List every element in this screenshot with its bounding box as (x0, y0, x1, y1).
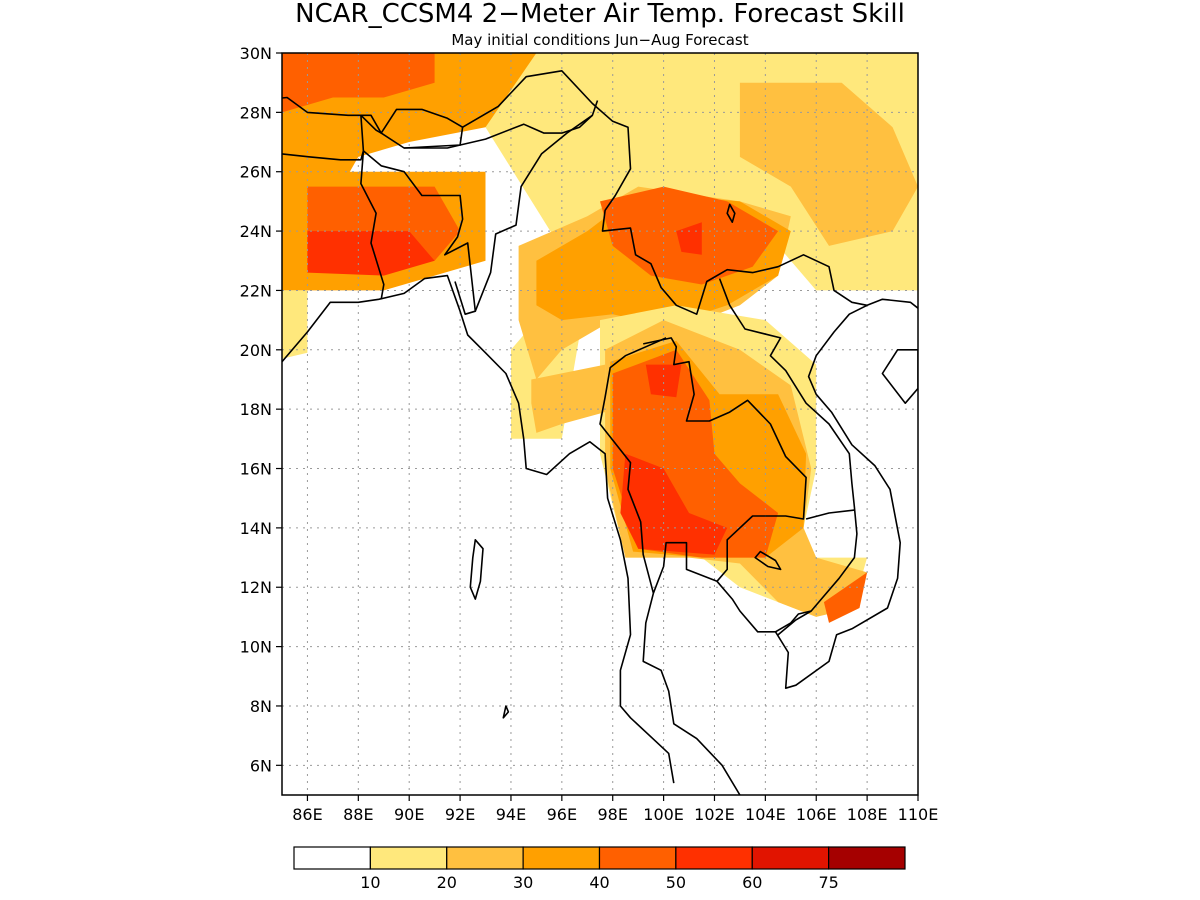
lon-tick-label: 90E (394, 805, 424, 824)
lon-tick-label: 92E (445, 805, 475, 824)
lon-tick-label: 88E (343, 805, 373, 824)
colorbar-swatch (751, 846, 830, 870)
andaman-islands (469, 538, 484, 600)
bangladesh-west (360, 150, 385, 300)
lat-tick-label: 28N (240, 103, 272, 122)
hainan (881, 348, 918, 405)
lon-tick-label: 108E (847, 805, 888, 824)
lat-tick-label: 18N (240, 400, 272, 419)
myanmar-thailand-laos (643, 337, 807, 582)
skill-region-level-5 (620, 453, 728, 555)
lon-tick-label: 102E (694, 805, 735, 824)
lat-tick-label: 16N (240, 460, 272, 479)
colorbar-label: 30 (513, 873, 533, 892)
skill-shading-layer (282, 53, 918, 623)
skill-region-level-2 (531, 364, 606, 433)
colorbar-swatch (828, 846, 906, 870)
lat-lon-gridlines (282, 53, 918, 795)
skill-region-level-1 (282, 290, 308, 359)
india-coast-bay (282, 274, 675, 784)
colorbar-swatch (522, 846, 601, 870)
sw-china-lake (726, 203, 736, 223)
bangladesh-border (362, 150, 477, 316)
nicobar (502, 705, 510, 719)
lat-tick-label: 6N (250, 756, 272, 775)
lon-tick-label: 94E (496, 805, 526, 824)
laos-cambodia (805, 509, 855, 520)
skill-region-level-2 (739, 82, 918, 246)
longitude-axis: 86E 88E 90E 92E 94E 96E 98E 100E 102E 104E 106E 108… (292, 795, 938, 824)
skill-region-level-5 (307, 231, 435, 276)
lat-tick-label: 24N (240, 222, 272, 241)
colorbar-label: 75 (818, 873, 838, 892)
lat-tick-label: 10N (240, 638, 272, 657)
myanmar-thailand-west (599, 337, 667, 594)
lat-tick-label: 30N (240, 44, 272, 63)
lon-tick-label: 96E (547, 805, 577, 824)
figure-title: NCAR_CCSM4 2−Meter Air Temp. Forecast Sk… (295, 0, 905, 29)
lon-tick-label: 104E (745, 805, 786, 824)
map-frame (281, 52, 919, 796)
lat-tick-label: 22N (240, 281, 272, 300)
lon-tick-label: 100E (643, 805, 684, 824)
cambodia-vietnam-south (777, 610, 812, 636)
lat-tick-label: 8N (250, 697, 272, 716)
skill-region-level-5 (676, 222, 702, 255)
colorbar-label: 50 (666, 873, 686, 892)
china-border (282, 70, 868, 316)
lon-tick-label: 110E (898, 805, 939, 824)
gulf-of-thailand-coast (642, 298, 918, 795)
myanmar-india-border (474, 100, 599, 312)
lon-tick-label: 98E (597, 805, 627, 824)
colorbar-label: 60 (742, 873, 762, 892)
lon-tick-label: 86E (292, 805, 322, 824)
lat-tick-label: 26N (240, 163, 272, 182)
colorbar-legend: 10 20 30 40 50 60 75 (293, 846, 906, 892)
colorbar-swatch (369, 846, 448, 870)
colorbar-swatch (293, 846, 371, 870)
latitude-axis: 6N 8N 10N 12N 14N 16N 18N 20N 22N 24N 26N 28N 30N (240, 44, 282, 775)
lat-tick-label: 12N (240, 578, 272, 597)
skill-region-level-5 (645, 364, 682, 398)
nepal-border (282, 115, 365, 161)
skill-region-level-4 (823, 572, 868, 623)
lat-tick-label: 14N (240, 519, 272, 538)
colorbar-swatch (675, 846, 753, 870)
lat-tick-label: 20N (240, 341, 272, 360)
bhutan-border (380, 127, 464, 149)
figure-subtitle: May initial conditions Jun−Aug Forecast (451, 31, 748, 49)
colorbar-label: 40 (589, 873, 609, 892)
india-ne-loop (404, 114, 593, 149)
coastlines-and-borders (282, 70, 918, 795)
sikkim (360, 114, 382, 134)
colorbar-label: 20 (437, 873, 457, 892)
tonle-sap (754, 550, 782, 571)
colorbar-swatch (446, 846, 524, 870)
lon-tick-label: 106E (796, 805, 837, 824)
colorbar-swatch (598, 846, 677, 870)
colorbar-label: 10 (360, 873, 380, 892)
